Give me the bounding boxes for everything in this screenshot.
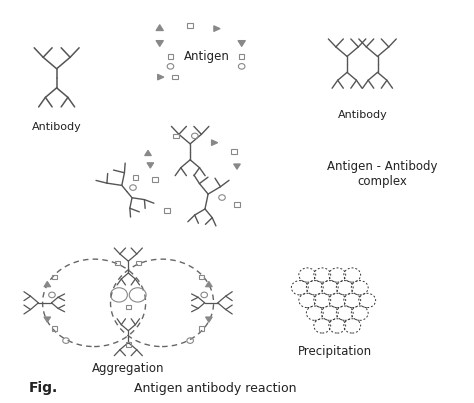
Bar — [187, 23, 193, 28]
Bar — [136, 261, 141, 265]
Text: Precipitation: Precipitation — [298, 345, 373, 357]
Bar — [115, 261, 120, 265]
Text: Aggregation: Aggregation — [92, 362, 164, 376]
Bar — [52, 326, 57, 331]
Polygon shape — [211, 140, 218, 145]
Bar — [234, 202, 240, 207]
Text: Antigen antibody reaction: Antigen antibody reaction — [134, 382, 296, 395]
Bar — [199, 326, 204, 331]
Bar — [231, 150, 237, 154]
Polygon shape — [44, 317, 51, 322]
Polygon shape — [214, 26, 220, 31]
Polygon shape — [145, 150, 151, 156]
Polygon shape — [156, 25, 164, 31]
Bar — [126, 305, 131, 309]
Polygon shape — [156, 41, 164, 46]
Polygon shape — [157, 74, 164, 80]
Bar — [126, 343, 131, 347]
Bar — [52, 275, 57, 279]
Polygon shape — [147, 163, 154, 168]
Bar — [239, 54, 245, 59]
Polygon shape — [234, 164, 240, 169]
Bar — [173, 133, 179, 138]
Text: Antibody: Antibody — [32, 122, 82, 132]
Bar — [173, 75, 178, 79]
Bar — [168, 54, 173, 59]
Text: Antigen - Antibody
complex: Antigen - Antibody complex — [327, 160, 438, 188]
Polygon shape — [44, 281, 51, 287]
Polygon shape — [206, 281, 212, 287]
Text: Antigen: Antigen — [183, 50, 229, 63]
Text: Antibody: Antibody — [337, 110, 387, 120]
Text: Fig.: Fig. — [28, 381, 58, 395]
Bar — [164, 208, 170, 213]
Polygon shape — [206, 317, 212, 322]
Bar — [199, 275, 204, 279]
Bar — [152, 177, 158, 182]
Polygon shape — [238, 41, 246, 46]
Bar — [133, 175, 138, 180]
